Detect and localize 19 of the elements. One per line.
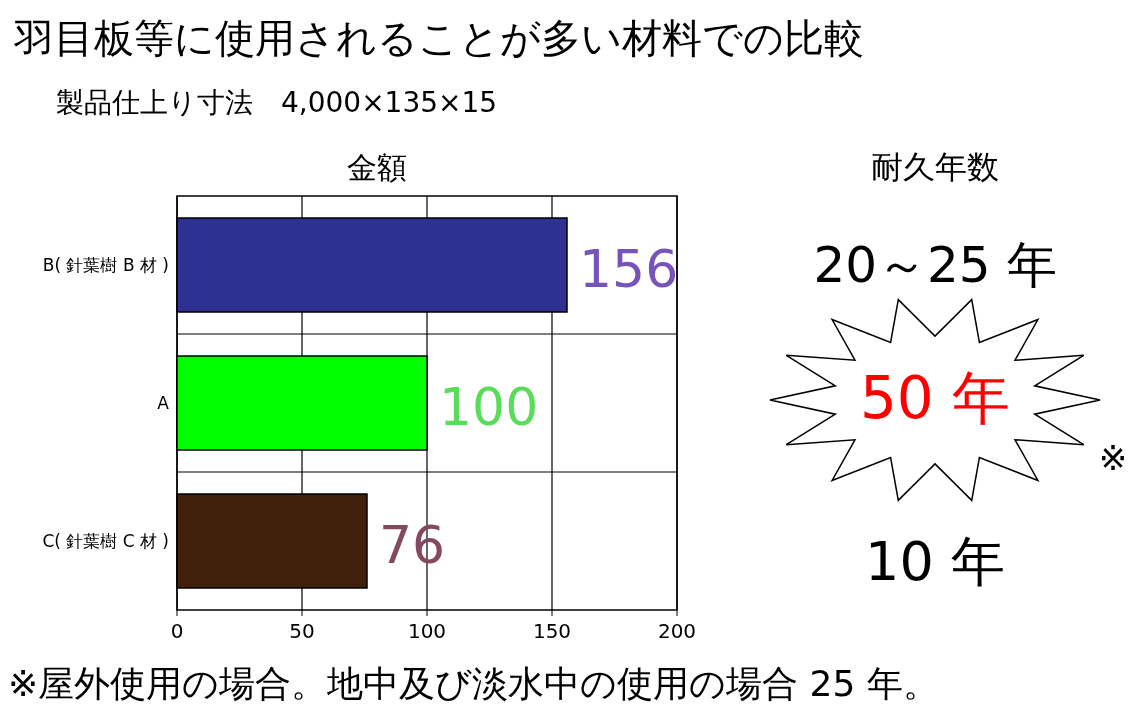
chart-title: 羽目板等に使用されることが多い材料での比較 bbox=[13, 15, 864, 61]
text: 20～25 年 bbox=[813, 236, 1057, 294]
text: 10 年 bbox=[865, 530, 1005, 593]
y-tick-label: C( 針葉樹 C 材 ) bbox=[42, 531, 169, 551]
chart-subtitle: 製品仕上り寸法 4,000×135×15 bbox=[56, 86, 498, 119]
x-tick-label: 50 bbox=[289, 619, 315, 643]
text: 金額 bbox=[347, 150, 407, 185]
x-tick-label: 100 bbox=[407, 619, 447, 643]
text: ※屋外使用の場合。地中及び淡水中の使用の場合 25 年。 bbox=[8, 663, 939, 704]
y-tick-label: A bbox=[157, 393, 170, 413]
data-label: 156 bbox=[579, 239, 679, 299]
x-tick-label: 0 bbox=[170, 619, 184, 643]
x-tick-label: 150 bbox=[532, 619, 572, 643]
data-label: 100 bbox=[439, 377, 539, 437]
y-tick-label: B( 針葉樹 B 材 ) bbox=[42, 255, 169, 275]
text: 50 年 bbox=[859, 364, 1011, 432]
x-tick-label: 200 bbox=[657, 619, 697, 643]
text: 耐久年数 bbox=[871, 148, 999, 186]
text: ※ bbox=[1098, 438, 1128, 478]
